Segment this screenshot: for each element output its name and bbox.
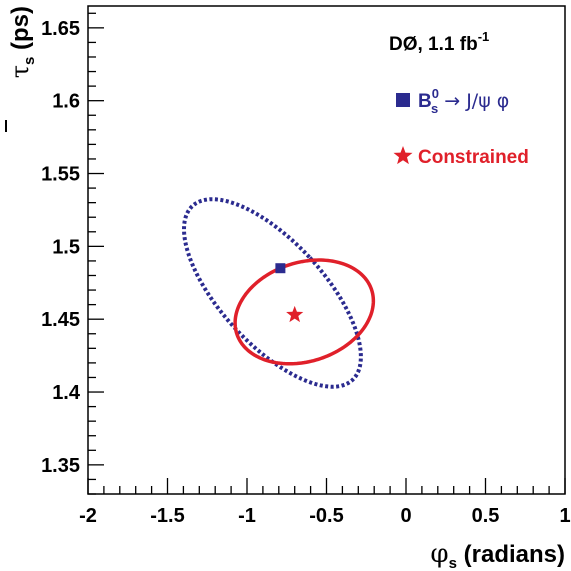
y-tick-label: 1.55 — [41, 164, 80, 186]
x-tick-label: -1.5 — [150, 505, 184, 527]
x-tick-label: 0.5 — [472, 505, 500, 527]
y-tick-label: 1.35 — [41, 455, 80, 477]
experiment-label: DØ, 1.1 fb-1 — [389, 29, 489, 55]
y-tick-label: 1.65 — [41, 18, 80, 40]
plot-frame — [87, 5, 566, 495]
legend-entry-bs: B0 s → J/ψ φ — [418, 86, 509, 116]
y-tick-label: 1.5 — [52, 236, 80, 258]
contour-constrained — [233, 258, 376, 366]
x-tick-labels: -2 -1.5 -1 -0.5 0 0.5 1 — [79, 505, 570, 527]
axis-ticks — [87, 12, 566, 495]
y-tick-label: 1.45 — [41, 309, 80, 331]
x-tick-label: -1 — [238, 505, 256, 527]
markers — [275, 263, 304, 323]
legend-marker-star — [393, 146, 413, 165]
x-tick-label: 0 — [400, 505, 411, 527]
contours — [182, 197, 376, 389]
x-tick-label: -2 — [79, 505, 97, 527]
y-tick-label: 1.6 — [52, 91, 80, 113]
x-tick-label: -0.5 — [309, 505, 343, 527]
y-tick-label: 1.4 — [52, 382, 81, 404]
x-axis-title: φs (radians) — [430, 539, 565, 571]
legend-entry-constrained: Constrained — [418, 147, 529, 168]
x-tick-label: 1 — [559, 505, 570, 527]
legend-marker-square — [396, 93, 410, 107]
legend: B0 s → J/ψ φ Constrained — [393, 86, 529, 168]
y-axis-title: τs (ps) — [6, 6, 38, 78]
svg-text:τs (ps): τs (ps) — [6, 6, 38, 78]
marker-constrained — [286, 305, 304, 323]
marker-bs — [275, 263, 286, 274]
contour-bs — [182, 197, 363, 389]
y-tick-labels: 1.35 1.4 1.45 1.5 1.55 1.6 1.65 — [41, 18, 81, 477]
